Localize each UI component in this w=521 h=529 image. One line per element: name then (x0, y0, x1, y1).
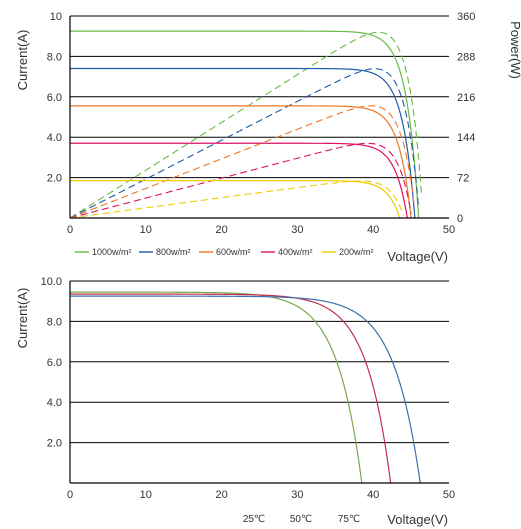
chart1-series (69, 30, 423, 219)
chart1-legend-label: 600w/m² (216, 247, 251, 257)
chart2-y-tick-label: 4.0 (47, 397, 62, 409)
chart2-y-tick-label: 2.0 (47, 438, 62, 450)
chart1-pv-curve (69, 180, 405, 219)
chart1-x-tick-label: 10 (140, 224, 152, 236)
chart1-y2-tick-label: 288 (457, 51, 475, 63)
chart1-iv-curve (70, 67, 416, 219)
chart1-pv-curve (69, 68, 420, 219)
chart2-legend: 25℃ 50℃ 75℃ (243, 514, 360, 525)
chart1-y2label: Power(W) (508, 21, 521, 79)
chart1-legend-label: 800w/m² (156, 247, 191, 257)
chart2-series (70, 291, 421, 484)
chart2-ylabel: Current(A) (15, 288, 30, 349)
chart2-iv-curve (70, 293, 392, 484)
chart2-xlabel: Voltage(V) (387, 512, 448, 527)
chart2-legend-label: 75℃ (338, 514, 360, 525)
chart1-ylabel: Current(A) (15, 30, 30, 91)
chart1-iv-curve (70, 105, 412, 219)
chart1-xlabel: Voltage(V) (387, 249, 448, 264)
chart2-y-tick-label: 6.0 (47, 357, 62, 369)
chart1-x-tick-label: 40 (367, 224, 379, 236)
chart1-gridlines (70, 15, 449, 179)
chart1-y-tick-label: 4.0 (47, 132, 62, 144)
chart2-gridlines (70, 280, 449, 444)
chart2-y-tick-label: 10.0 (41, 276, 62, 288)
chart1-y-tick-label: 2.0 (47, 173, 62, 185)
chart1-iv-curve (70, 142, 408, 219)
chart2-legend-label: 25℃ (243, 514, 265, 525)
chart1-legend-label: 200w/m² (339, 247, 374, 257)
chart1-y-tick-label: 8.0 (47, 51, 62, 63)
chart2-x-tick-label: 30 (291, 489, 303, 501)
chart2-x-tick-label: 10 (140, 489, 152, 501)
chart2-tick-labels: 0 10 20 30 40 50 2.0 4.0 6.0 8.0 10.0 (41, 276, 456, 501)
chart2-axes (69, 281, 449, 484)
chart1-y2-tick-label: 0 (457, 213, 463, 225)
chart1-x-tick-label: 30 (291, 224, 303, 236)
chart1-legend-label: 1000w/m² (92, 247, 132, 257)
chart1-y-tick-label: 6.0 (47, 92, 62, 104)
irradiance-chart: 0 10 20 30 40 50 2.0 4.0 6.0 8.0 10 0 72 144 216 288 360… (15, 11, 521, 264)
chart1-axes (69, 16, 449, 219)
chart1-x-tick-label: 20 (215, 224, 227, 236)
chart2-iv-curve (70, 295, 421, 484)
chart1-pv-curve (69, 31, 423, 219)
chart2-x-tick-label: 0 (67, 489, 73, 501)
chart1-legend-label: 400w/m² (278, 247, 313, 257)
chart1-x-tick-label: 0 (67, 224, 73, 236)
chart2-legend-label: 50℃ (290, 514, 312, 525)
chart1-pv-curve (69, 142, 412, 219)
chart1-tick-labels: 0 10 20 30 40 50 2.0 4.0 6.0 8.0 10 0 72 144 216 288 360 (47, 11, 476, 236)
chart1-y-tick-label: 10 (50, 11, 62, 23)
chart2-iv-curve (70, 291, 363, 484)
chart1-y2-tick-label: 360 (457, 11, 475, 23)
chart1-x-tick-label: 50 (443, 224, 455, 236)
chart2-x-tick-label: 40 (367, 489, 379, 501)
chart1-legend: 1000w/m² 800w/m² 600w/m² 400w/m² 200w/m² (75, 247, 374, 257)
chart2-x-tick-label: 50 (443, 489, 455, 501)
chart1-pv-curve (69, 105, 415, 219)
temperature-chart: 0 10 20 30 40 50 2.0 4.0 6.0 8.0 10.0 Current(A) V… (15, 276, 455, 527)
chart1-iv-curve (70, 30, 420, 219)
chart1-y2-tick-label: 216 (457, 92, 475, 104)
chart2-y-tick-label: 8.0 (47, 316, 62, 328)
chart1-iv-curve (70, 180, 401, 219)
chart1-y2-tick-label: 144 (457, 132, 475, 144)
chart2-x-tick-label: 20 (215, 489, 227, 501)
chart1-y2-tick-label: 72 (457, 173, 469, 185)
